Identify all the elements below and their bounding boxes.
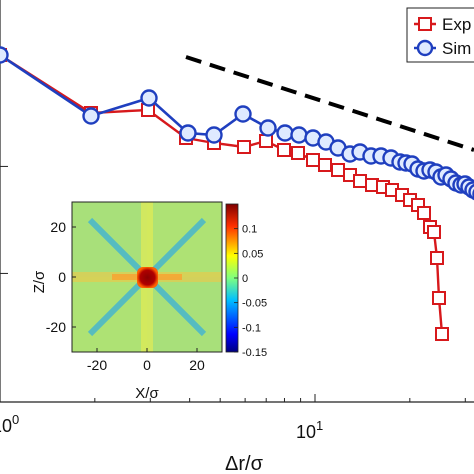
colorbar-tick-label: -0.15 [242, 347, 267, 359]
colorbar-tick-label: -0.1 [242, 322, 261, 334]
y-ticks [0, 58, 8, 274]
exp-point [432, 291, 446, 305]
inset-y-label: Z/σ [31, 270, 48, 293]
colorbar-tick-label: -0.05 [242, 298, 267, 310]
x-axis-label: Δr/σ [225, 453, 264, 474]
inset-x-tick-label: 0 [143, 357, 151, 373]
exp-point [353, 174, 367, 188]
sim-point [82, 107, 100, 125]
colorbar-tick-label: 0.1 [242, 224, 257, 236]
series-sim-markers [0, 46, 474, 201]
sim-point [0, 46, 9, 64]
legend-sim-marker [416, 39, 434, 57]
main-axes [0, 0, 474, 403]
inset-lobes [87, 217, 207, 337]
exp-point [427, 225, 441, 239]
inset-x-label: X/σ [135, 385, 159, 402]
sim-point [205, 126, 223, 144]
series-exp-markers [0, 48, 449, 341]
inset-x-tick-label: 20 [189, 357, 205, 373]
legend-exp-label: Exp [442, 15, 471, 34]
legend-exp-marker [418, 17, 432, 31]
inset-y-tick-label: -20 [46, 319, 66, 335]
sim-point [259, 119, 277, 137]
reference-dashed-line [185, 55, 474, 152]
exp-point [318, 158, 332, 172]
colorbar-tick-label: 0.05 [242, 248, 263, 260]
legend: Exp Sim [406, 7, 474, 63]
colorbar-tick-label: 0 [242, 273, 248, 285]
inset-ticks: -20 0 20 20 0 -20 [46, 219, 205, 373]
colorbar-ticks: 0.1 0.05 0 -0.05 -0.1 -0.15 [234, 224, 267, 359]
inset-y-tick-label: 20 [50, 219, 66, 235]
inset-x-tick-label: -20 [87, 357, 107, 373]
exp-point [259, 134, 273, 148]
sim-point [290, 126, 308, 144]
exp-point [306, 153, 320, 167]
exp-point [430, 251, 444, 265]
inset-heatmap: -20 0 20 20 0 -20 Z/σ X/σ [31, 201, 223, 402]
inset-y-tick-label: 0 [58, 269, 66, 285]
sim-point [234, 105, 252, 123]
x-ticks [0, 394, 466, 402]
exp-point [237, 140, 251, 154]
exp-point [435, 327, 449, 341]
x-tick-label-10e1: 101 [296, 418, 323, 442]
exp-point [277, 143, 291, 157]
exp-point [417, 206, 431, 220]
inset-central-blob [137, 267, 158, 288]
inset-colorbar: 0.1 0.05 0 -0.05 -0.1 -0.15 [225, 203, 267, 359]
sim-point [179, 124, 197, 142]
legend-sim-label: Sim [442, 39, 471, 58]
sim-point [140, 89, 158, 107]
sim-point [276, 124, 294, 142]
exp-point [331, 163, 345, 177]
x-tick-label-10e0: 100 [0, 412, 19, 436]
exp-point [291, 146, 305, 160]
